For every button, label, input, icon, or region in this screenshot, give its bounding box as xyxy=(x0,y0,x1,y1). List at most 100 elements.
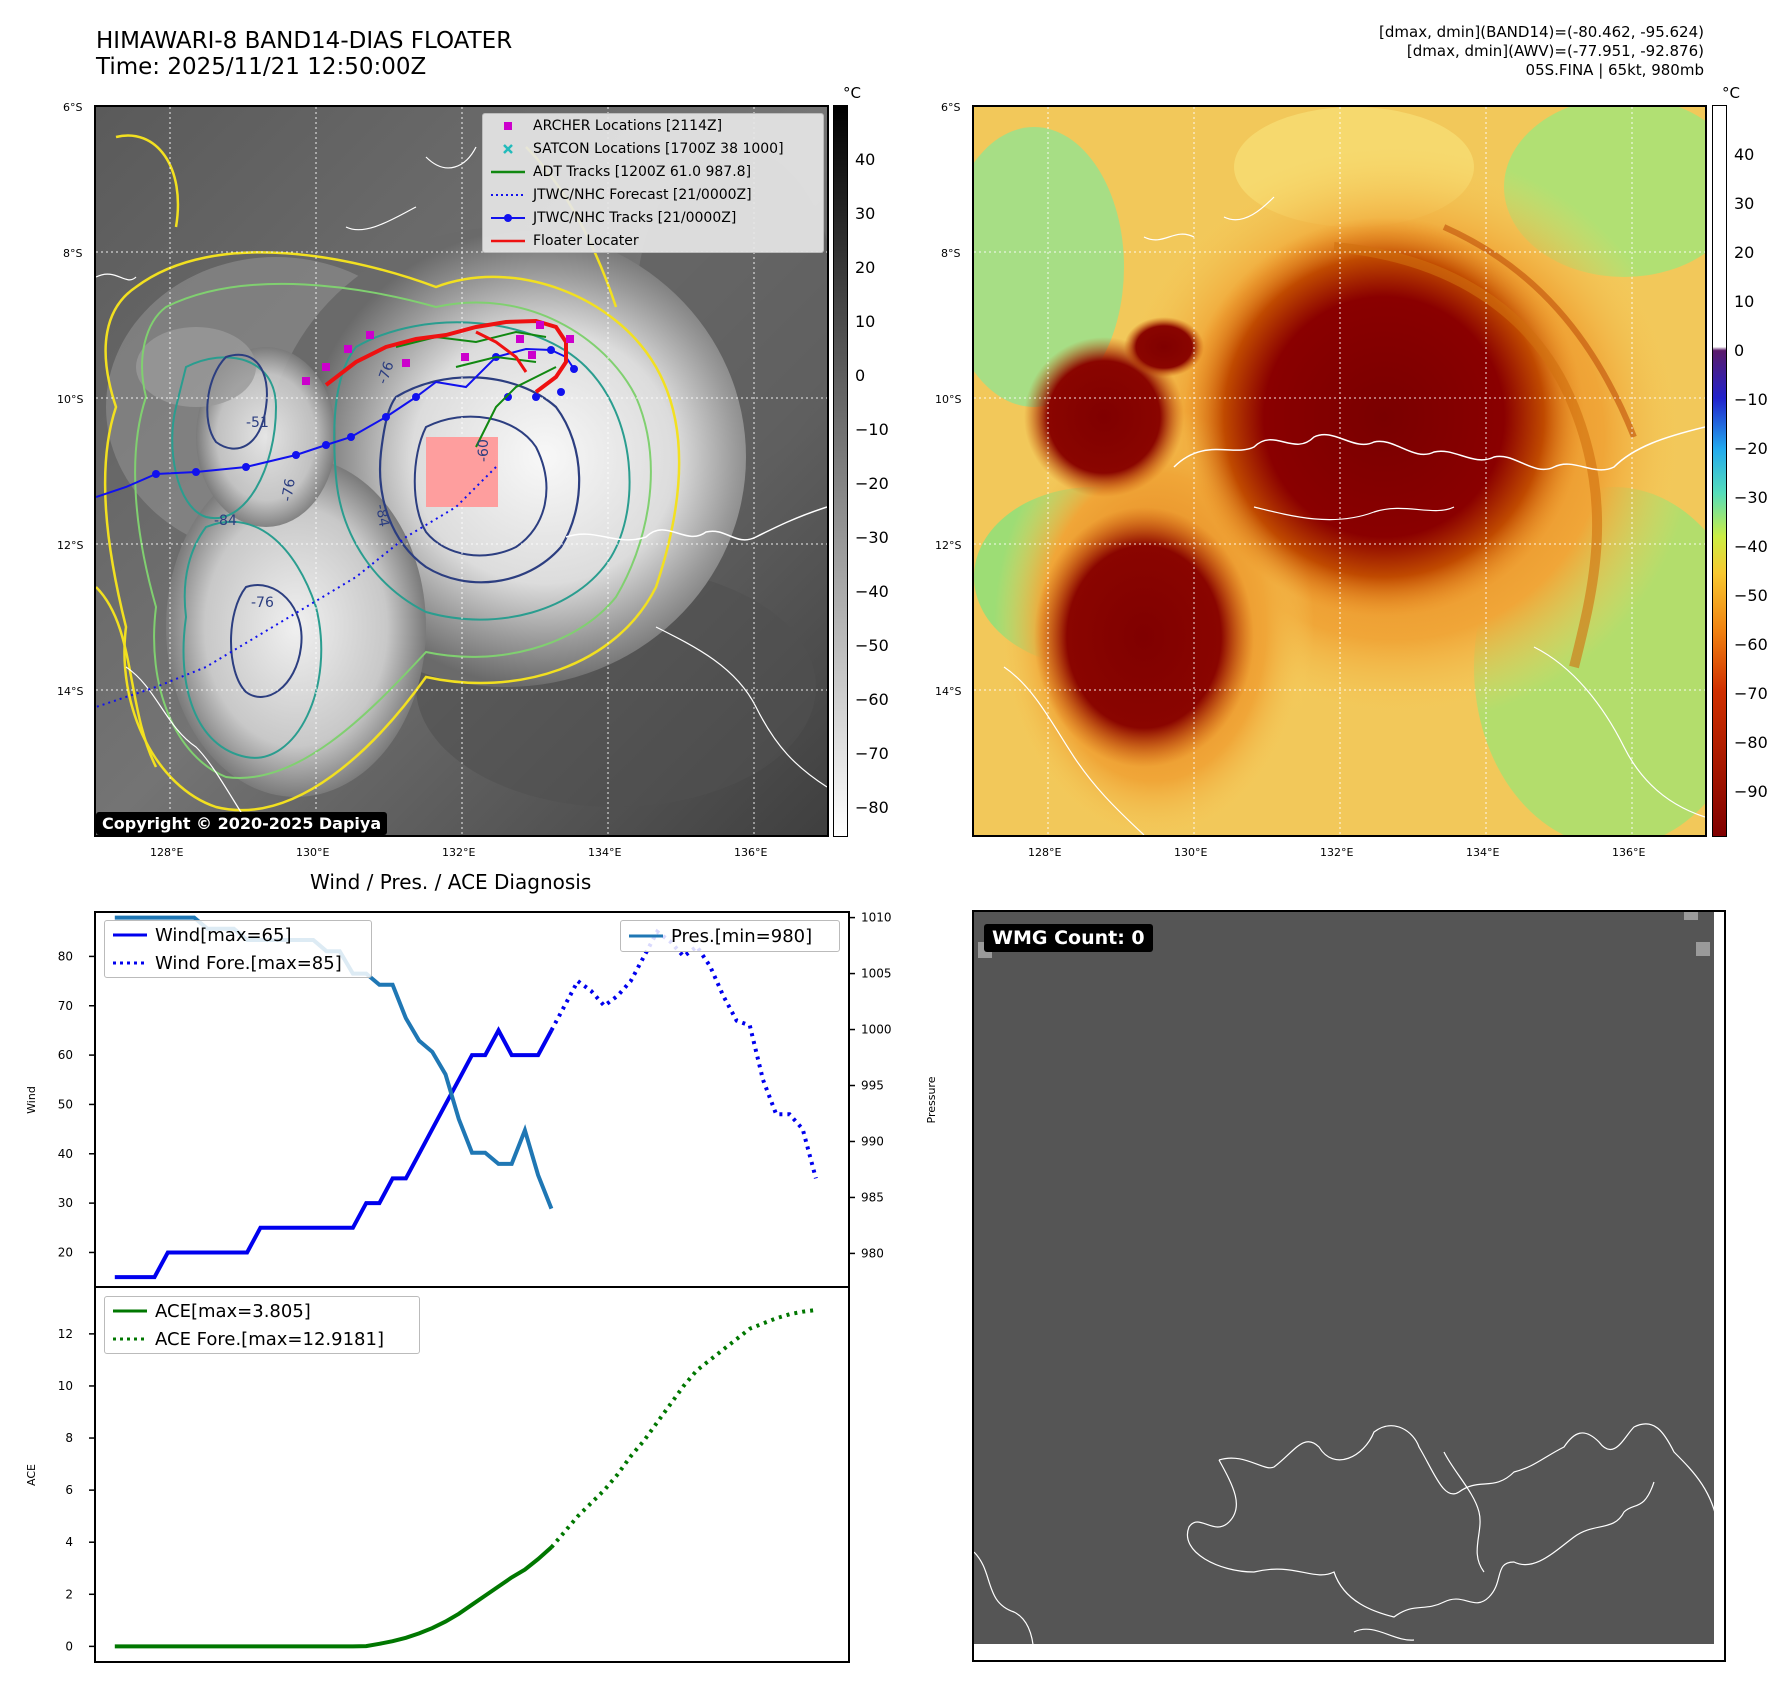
lon-label: 132°E xyxy=(1320,846,1354,859)
colorbar-tick-label: −80 xyxy=(855,798,889,817)
awv-core xyxy=(1184,217,1584,617)
colorbar-tick-label: −30 xyxy=(1734,488,1768,507)
lat-label: 12°S xyxy=(57,539,84,552)
y-tick-label: 990 xyxy=(861,1134,884,1148)
colorbar-right xyxy=(1712,105,1727,837)
floater-track xyxy=(324,318,568,394)
map-gridlines xyxy=(974,107,1705,835)
lon-label: 128°E xyxy=(1028,846,1062,859)
lat-label: 6°S xyxy=(941,101,961,114)
colorbar-tick-label: −80 xyxy=(1734,733,1768,752)
contour-label: -84 xyxy=(214,513,237,529)
ace-legend-label: ACE[max=3.805] xyxy=(155,1300,311,1322)
pressure-legend: Pres.[min=980] xyxy=(620,920,840,952)
info-line-2: [dmax, dmin](AWV)=(-77.951, -92.876) xyxy=(1406,42,1704,60)
lon-label: 136°E xyxy=(734,846,768,859)
ace-axis-label: ACE xyxy=(25,1464,38,1486)
wmg-count-badge: WMG Count: 0 xyxy=(984,924,1153,952)
map-legend-label: SATCON Locations [1700Z 38 1000] xyxy=(533,140,784,157)
map-legend-item: Floater Locater xyxy=(483,229,823,252)
lon-label: 130°E xyxy=(296,846,330,859)
lon-label: 136°E xyxy=(1612,846,1646,859)
map-legend-item: SATCON Locations [1700Z 38 1000] xyxy=(483,137,823,160)
y-tick-label: 980 xyxy=(861,1246,884,1260)
pres-legend-label: Pres.[min=980] xyxy=(671,925,813,947)
lat-label: 8°S xyxy=(941,247,961,260)
colorbar-tick-label: 30 xyxy=(1734,194,1755,213)
colorbar-tick-label: −40 xyxy=(855,582,889,601)
y-tick-label: 1010 xyxy=(861,911,892,925)
colorbar-tick-label: −70 xyxy=(855,744,889,763)
y-tick-label: 80 xyxy=(58,949,73,963)
awv-map-panel xyxy=(972,105,1707,837)
colorbar-tick-label: 20 xyxy=(855,258,876,277)
lon-label: 134°E xyxy=(1466,846,1500,859)
colorbar-tick-label: −50 xyxy=(855,636,889,655)
figure-title: HIMAWARI-8 BAND14-DIAS FLOATER Time: 202… xyxy=(96,28,512,80)
colorbar-right-unit: °C xyxy=(1722,84,1740,102)
series-line xyxy=(549,1308,817,1549)
lon-label: 130°E xyxy=(1174,846,1208,859)
legend-symbol-icon xyxy=(491,192,525,198)
y-tick-label: 10 xyxy=(58,1379,73,1393)
wmg-panel: WMG Count: 0 xyxy=(972,910,1726,1662)
colorbar-tick-label: 20 xyxy=(1734,243,1755,262)
y-tick-label: 50 xyxy=(58,1097,73,1111)
map-legend: ARCHER Locations [2114Z] SATCON Locations… xyxy=(482,113,824,253)
y-tick-label: 995 xyxy=(861,1079,884,1093)
contour-label: -76 xyxy=(251,595,274,611)
colorbar-tick-label: 0 xyxy=(855,366,866,385)
y-tick-label: 1005 xyxy=(861,967,892,981)
series-line xyxy=(549,928,818,1179)
copyright-badge: Copyright © 2020-2025 Dapiya xyxy=(96,812,388,835)
y-tick-label: 0 xyxy=(65,1639,73,1653)
wind-legend-label: Wind[max=65] xyxy=(155,924,292,946)
colorbar-left xyxy=(833,105,848,837)
y-tick-label: 4 xyxy=(65,1535,73,1549)
colorbar-tick-label: −60 xyxy=(1734,635,1768,654)
lat-label: 14°S xyxy=(57,685,84,698)
colorbar-tick-label: −10 xyxy=(855,420,889,439)
band14-map-panel: -76 -76 -60 -76 -84 -51 -84 ARCHER Locat… xyxy=(94,105,829,837)
pressure-axis-label: Pressure xyxy=(925,1076,938,1123)
lon-label: 128°E xyxy=(150,846,184,859)
info-line-1: [dmax, dmin](BAND14)=(-80.462, -95.624) xyxy=(1379,23,1704,41)
contour-label: -76 xyxy=(375,359,398,386)
map-legend-label: ADT Tracks [1200Z 61.0 987.8] xyxy=(533,163,752,180)
map-legend-item: ADT Tracks [1200Z 61.0 987.8] xyxy=(483,160,823,183)
ace-legend: ACE[max=3.805] ACE Fore.[max=12.9181] xyxy=(104,1296,420,1354)
ace-fore-legend-label: ACE Fore.[max=12.9181] xyxy=(155,1328,384,1350)
floater-locater-box xyxy=(426,437,498,507)
southwest-cloud xyxy=(166,457,426,797)
diagnosis-title: Wind / Pres. / ACE Diagnosis xyxy=(310,870,592,894)
lon-label: 132°E xyxy=(442,846,476,859)
y-tick-label: 2 xyxy=(65,1587,73,1601)
lat-label: 6°S xyxy=(63,101,83,114)
lat-label: 10°S xyxy=(57,393,84,406)
map-legend-label: JTWC/NHC Tracks [21/0000Z] xyxy=(533,209,737,226)
colorbar-tick-label: −30 xyxy=(855,528,889,547)
contour-label: -76 xyxy=(279,477,299,502)
y-tick-label: 1000 xyxy=(861,1023,892,1037)
lat-label: 8°S xyxy=(63,247,83,260)
legend-symbol-icon xyxy=(491,169,525,175)
wmg-map xyxy=(974,912,1724,1660)
series-line xyxy=(114,1545,553,1649)
colorbar-tick-label: 10 xyxy=(855,312,876,331)
legend-symbol-icon xyxy=(491,143,525,155)
y-tick-label: 20 xyxy=(58,1245,73,1259)
colorbar-tick-label: −70 xyxy=(1734,684,1768,703)
map-legend-item: JTWC/NHC Tracks [21/0000Z] xyxy=(483,206,823,229)
series-line xyxy=(114,1026,554,1280)
colorbar-tick-label: −20 xyxy=(1734,439,1768,458)
colorbar-left-unit: °C xyxy=(843,84,861,102)
title-line-1: HIMAWARI-8 BAND14-DIAS FLOATER xyxy=(96,28,513,54)
intensity-info: [dmax, dmin](BAND14)=(-80.462, -95.624) … xyxy=(1379,23,1704,80)
colorbar-tick-label: 40 xyxy=(855,150,876,169)
y-tick-label: 40 xyxy=(58,1147,73,1161)
wind-fore-legend-label: Wind Fore.[max=85] xyxy=(155,952,342,974)
legend-symbol-icon xyxy=(491,213,525,223)
diagnosis-chart: 20 30 40 50 60 70 80 980 985 990 995 1000 1005 1010 0 2… xyxy=(25,911,938,1663)
colorbar-tick-label: −50 xyxy=(1734,586,1768,605)
legend-symbol-icon xyxy=(491,120,525,132)
